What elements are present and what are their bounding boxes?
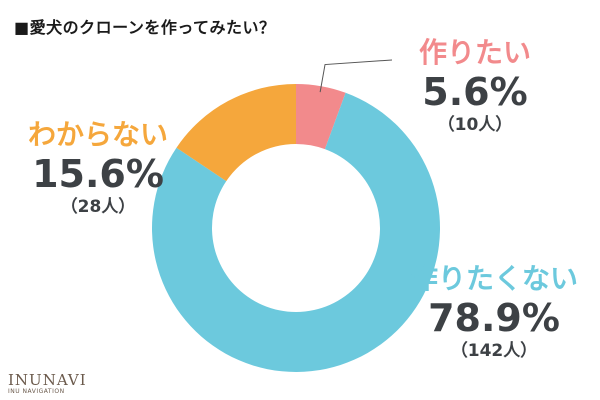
slice-notwant — [152, 92, 440, 373]
chart-title: ■愛犬のクローンを作ってみたい？ — [14, 18, 276, 37]
label-want: 作りたい 5.6% （10人） — [400, 36, 550, 136]
label-notwant: 作りたくない 78.9% （142人） — [396, 262, 592, 362]
slice-unsure — [176, 84, 296, 182]
label-unsure-percent: 15.6% — [32, 152, 164, 196]
leader-line-want — [319, 59, 393, 93]
label-notwant-name: 作りたくない — [409, 262, 578, 295]
label-unsure: わからない 15.6% （28人） — [6, 118, 190, 218]
logo-subtitle: INU NAVIGATION — [8, 388, 65, 395]
label-unsure-name: わからない — [27, 118, 168, 151]
label-notwant-percent: 78.9% — [428, 296, 560, 340]
label-want-percent: 5.6% — [422, 70, 528, 114]
label-notwant-count: （142人） — [450, 341, 538, 361]
logo-brand: INUNAVI — [8, 371, 87, 389]
label-want-name: 作りたい — [418, 36, 531, 69]
label-unsure-count: （28人） — [60, 197, 136, 217]
slice-want — [296, 84, 346, 150]
inunavi-logo: INUNAVI INU NAVIGATION — [8, 372, 87, 396]
label-want-count: （10人） — [437, 115, 513, 135]
